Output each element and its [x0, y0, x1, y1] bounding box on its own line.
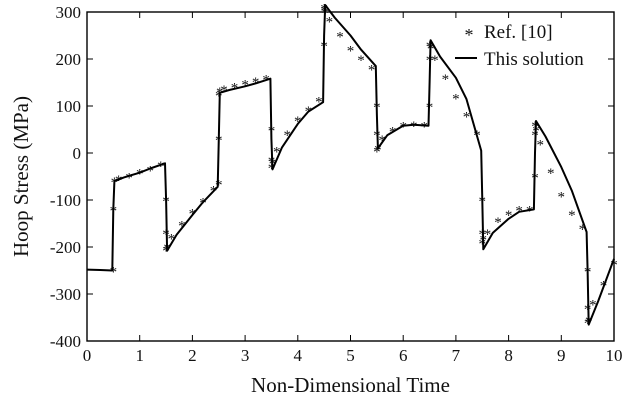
- ref-data-point: *: [463, 109, 471, 125]
- ref-data-point: *: [568, 208, 576, 224]
- ref-data-point: *: [373, 145, 381, 161]
- x-tick-label: 8: [504, 346, 513, 365]
- ref-data-point: *: [368, 62, 376, 78]
- ref-data-point: *: [326, 14, 334, 30]
- ref-data-point: *: [146, 163, 154, 179]
- y-tick-label: 200: [56, 50, 82, 69]
- ref-data-point: *: [268, 161, 276, 177]
- ref-data-point: *: [215, 178, 223, 194]
- series-layer: **** * * * *************** * * * ***************…: [86, 1, 618, 332]
- ref-data-point: *: [125, 171, 133, 187]
- ref-data-point: *: [589, 297, 597, 313]
- y-tick-label: 0: [73, 144, 82, 163]
- x-tick-label: 10: [606, 346, 623, 365]
- x-tick-label: 4: [294, 346, 303, 365]
- ref-data-point: *: [505, 208, 513, 224]
- ref-data-point: *: [421, 120, 429, 136]
- ref-data-point: *: [484, 227, 492, 243]
- x-tick-label: 9: [557, 346, 566, 365]
- y-tick-label: -400: [50, 332, 81, 351]
- x-tick-label: 0: [83, 346, 92, 365]
- ref-data-point: *: [157, 159, 165, 175]
- series-line-this-solution: [86, 4, 615, 326]
- x-tick-label: 7: [452, 346, 461, 365]
- ref-data-point: *: [536, 138, 544, 154]
- ref-data-point: *: [431, 53, 439, 69]
- legend-marker-asterisk-icon: *: [465, 25, 474, 45]
- ref-data-point: *: [452, 92, 460, 108]
- ref-data-point: *: [584, 316, 592, 332]
- x-tick-label: 3: [241, 346, 250, 365]
- ref-data-point: *: [136, 167, 144, 183]
- ref-data-point: *: [178, 218, 186, 234]
- ref-data-point: *: [442, 72, 450, 88]
- ref-data-point: *: [547, 166, 555, 182]
- x-tick-label: 6: [399, 346, 408, 365]
- legend: * Ref. [10] This solution: [455, 22, 584, 70]
- ref-data-point: *: [336, 30, 344, 46]
- ref-data-point: *: [294, 114, 302, 130]
- ref-data-point: *: [579, 222, 587, 238]
- ref-data-point: *: [273, 145, 281, 161]
- y-tick-label: -300: [50, 285, 81, 304]
- legend-entry-ref: Ref. [10]: [484, 22, 553, 43]
- ref-data-point: *: [399, 120, 407, 136]
- ref-data-point: *: [284, 128, 292, 144]
- ref-data-point: *: [374, 142, 382, 158]
- ref-data-point: *: [162, 243, 170, 259]
- ref-data-point: *: [558, 189, 566, 205]
- ref-data-point: *: [610, 257, 618, 273]
- ref-data-point: *: [110, 265, 118, 281]
- y-axis-label: Hoop Stress (MPa): [9, 96, 33, 257]
- y-tick-label: -200: [50, 238, 81, 257]
- ref-data-point: *: [526, 203, 534, 219]
- y-tick-label: -100: [50, 191, 81, 210]
- x-tick-label: 2: [188, 346, 197, 365]
- axis-labels: Non-Dimensional Time Hoop Stress (MPa): [9, 96, 450, 397]
- y-tick-label: 100: [56, 97, 82, 116]
- ref-data-point: *: [168, 232, 176, 248]
- ref-data-point: *: [410, 119, 418, 135]
- x-axis-label: Non-Dimensional Time: [251, 373, 450, 397]
- ref-data-point: *: [315, 94, 323, 110]
- ref-data-point: *: [494, 215, 502, 231]
- ref-data-point: *: [115, 173, 123, 189]
- ref-data-point: *: [347, 44, 355, 60]
- y-tick-label: 300: [56, 3, 82, 22]
- legend-entry-solution: This solution: [484, 49, 584, 70]
- x-tick-label: 1: [135, 346, 144, 365]
- axis-ticks: 0 1 2 3 4 5 6 7 8 9 10 -400 -300 -200 -100 0 100 200 300: [50, 3, 623, 365]
- x-tick-label: 5: [346, 346, 355, 365]
- ref-data-point: *: [357, 53, 365, 69]
